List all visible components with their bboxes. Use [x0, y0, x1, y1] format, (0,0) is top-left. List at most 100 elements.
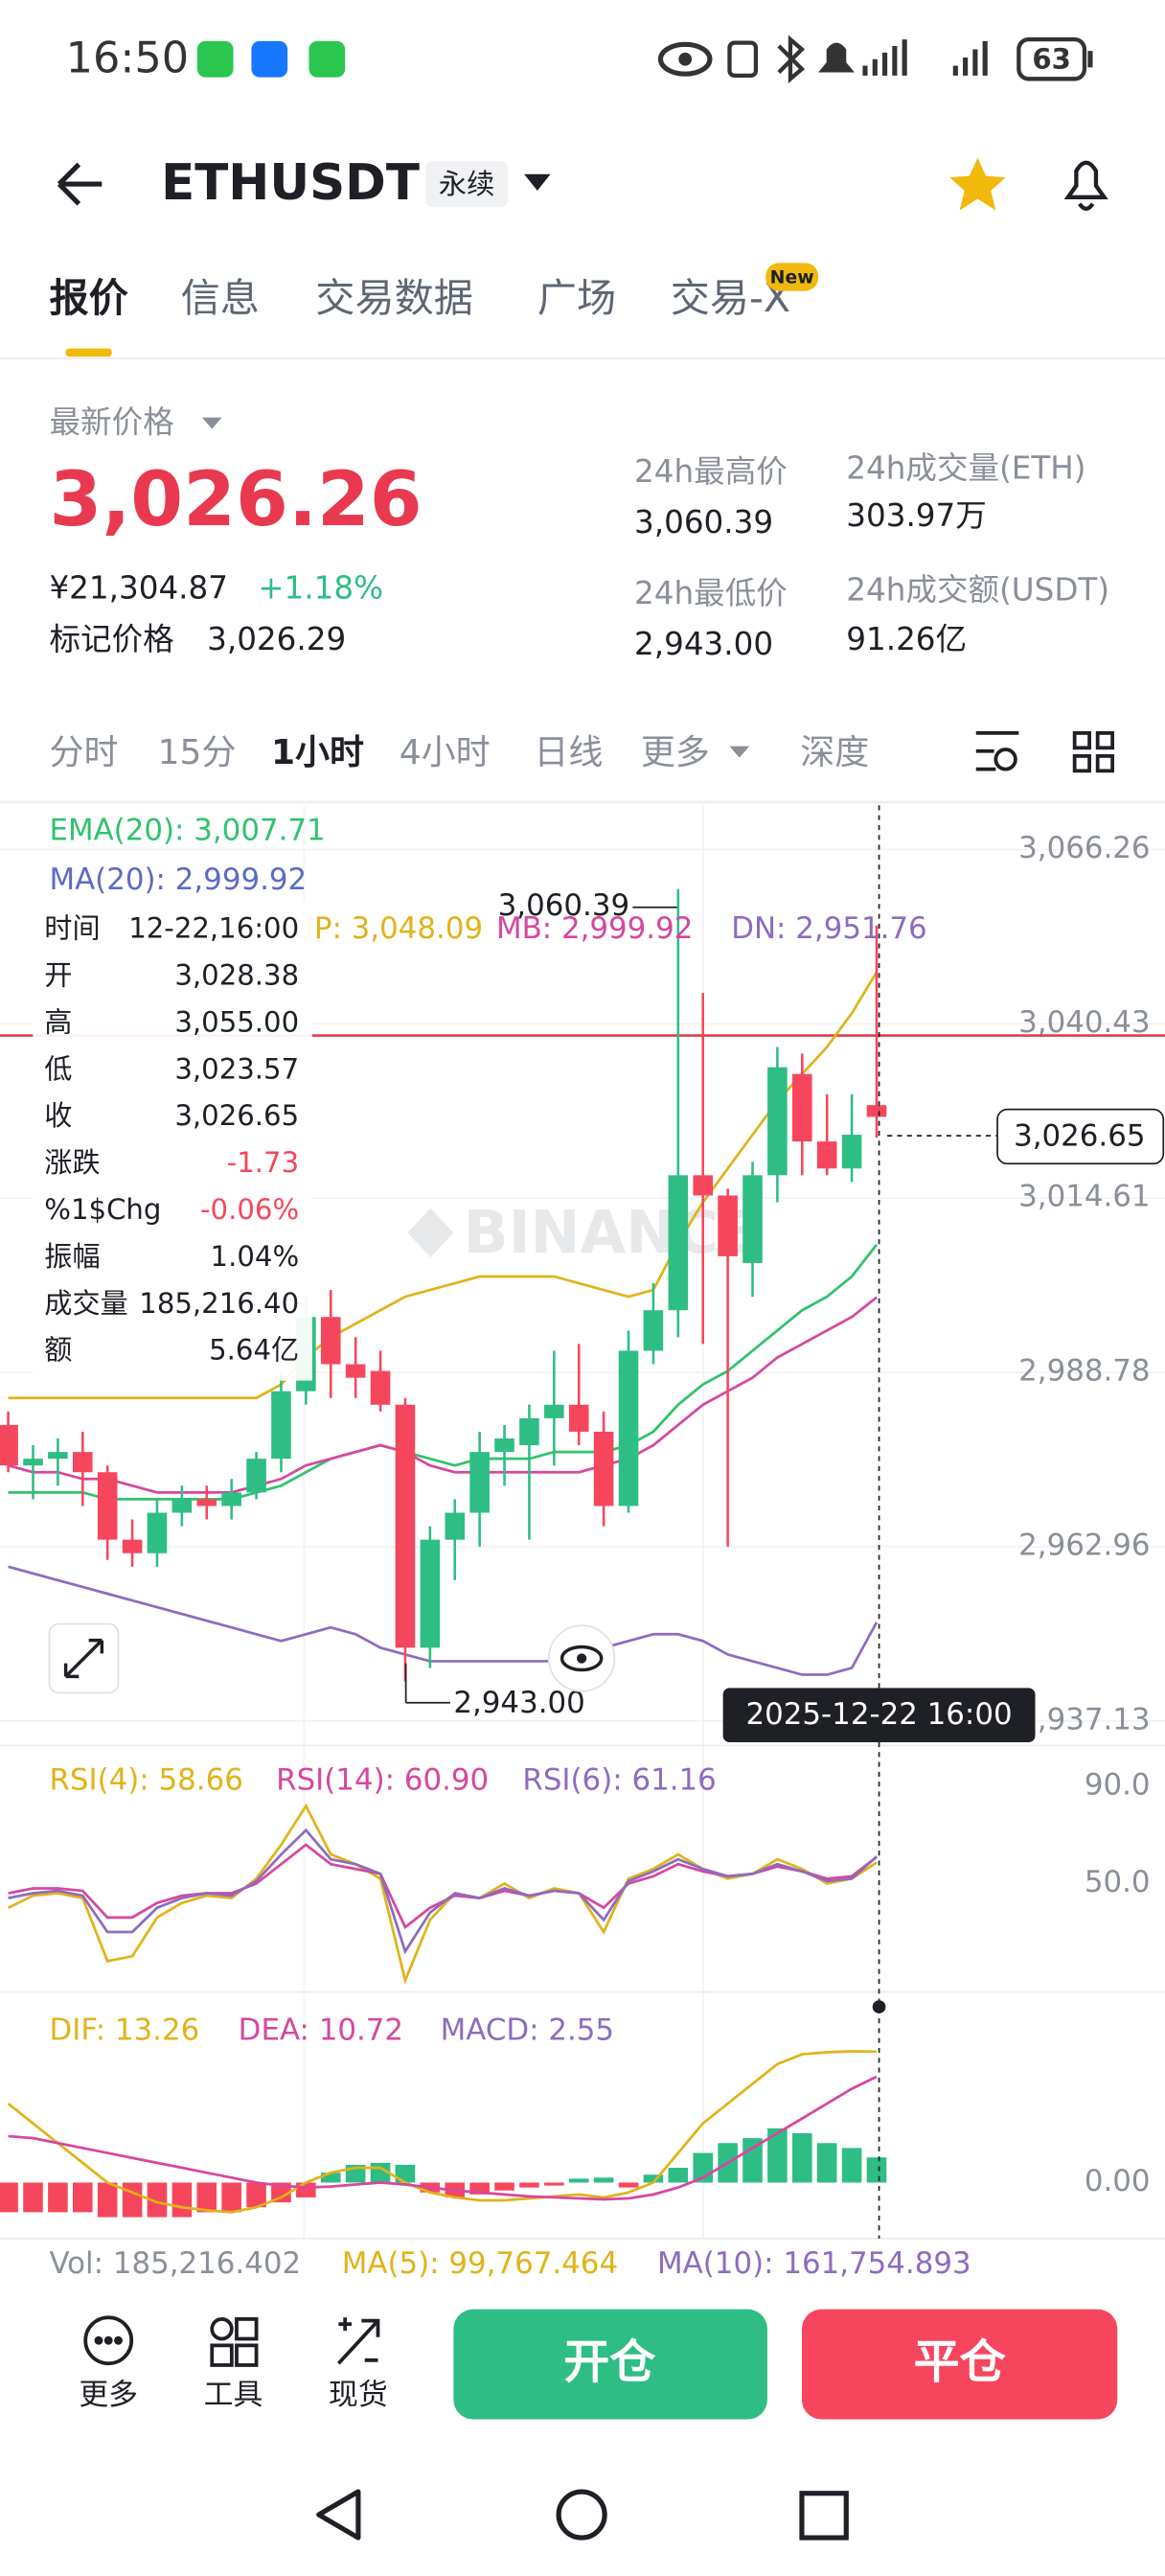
- interval[interactable]: 15分: [158, 733, 237, 772]
- y-tick-label: 3,014.61: [1018, 1180, 1150, 1214]
- nav-label[interactable]: 现货: [329, 2378, 388, 2412]
- volume-label: Vol: 185,216.402: [49, 2246, 301, 2281]
- interval[interactable]: 更多: [641, 733, 710, 772]
- indicator-line: [8, 1296, 878, 1494]
- y-tick-label: 0.00: [1085, 2164, 1151, 2198]
- tab[interactable]: 报价: [49, 275, 128, 321]
- stat-label: 24h成交量(ETH): [846, 450, 1085, 487]
- nav-icons: [83, 2315, 380, 2367]
- tooltip-value: -1.73: [227, 1146, 299, 1179]
- y-tick-label: 90.0: [1085, 1768, 1151, 1803]
- macd-bar: [866, 2157, 887, 2183]
- macd-bar: [72, 2182, 93, 2213]
- candle-body: [246, 1459, 266, 1493]
- y-tick-label: 2,937.13: [1018, 1702, 1150, 1736]
- stat-value: 3,060.39: [634, 504, 773, 540]
- macd-bar: [23, 2182, 43, 2213]
- tooltip-value: 3,055.00: [174, 1005, 299, 1038]
- favorite-star[interactable]: [949, 157, 1006, 211]
- candle-body: [72, 1452, 93, 1473]
- legend: UP: 3,048.09: [292, 911, 483, 946]
- candle-body: [544, 1404, 564, 1418]
- y-tick-label: 2,962.96: [1018, 1528, 1150, 1562]
- candle-body: [792, 1073, 812, 1142]
- candle-body: [196, 1499, 217, 1506]
- legend: RSI(4): 58.66: [49, 1763, 242, 1798]
- macd-bar: [122, 2182, 143, 2218]
- tooltip-label: 低: [44, 1052, 72, 1085]
- back-button[interactable]: [57, 162, 103, 206]
- candle-body: [767, 1067, 788, 1176]
- macd-bar: [568, 2178, 589, 2183]
- macd-bar: [519, 2182, 539, 2188]
- price-dropdown[interactable]: [201, 417, 222, 429]
- tooltip-label: 振幅: [44, 1240, 100, 1273]
- macd-bar: [816, 2143, 837, 2183]
- legend: DIF: 13.26: [49, 2012, 199, 2047]
- legend: MACD: 2.55: [441, 2012, 614, 2047]
- chart-settings[interactable]: [975, 731, 1019, 771]
- symbol-dropdown[interactable]: [524, 173, 551, 191]
- clock: 16:50: [66, 33, 189, 82]
- app-icon: [196, 40, 234, 78]
- tab[interactable]: 交易数据: [315, 275, 473, 321]
- status-icons: [657, 34, 1093, 83]
- close-button[interactable]: [801, 2309, 1118, 2420]
- stat-value: 91.26亿: [846, 621, 967, 657]
- high-label: 3,060.39: [498, 888, 629, 923]
- tooltip-value: 3,028.38: [174, 959, 299, 992]
- legend: RSI(14): 60.90: [276, 1763, 489, 1798]
- macd-bar: [97, 2182, 118, 2218]
- tooltip-value: -0.06%: [200, 1193, 299, 1226]
- tab[interactable]: 信息: [181, 275, 260, 321]
- app-icon: [308, 40, 346, 78]
- open-button[interactable]: [453, 2309, 767, 2420]
- interval[interactable]: 分时: [49, 733, 118, 772]
- indicator-line: [8, 1828, 878, 1955]
- candle-body: [445, 1512, 466, 1540]
- candle-body: [643, 1310, 664, 1351]
- price-tag: [996, 1108, 1165, 1165]
- time-tag-text: 2025-12-22 16:00: [746, 1697, 1013, 1732]
- close-button-text[interactable]: 平仓: [914, 2335, 1007, 2389]
- plot: 3,066.26 3,040.43 3,014.61 2,988.78 2,962.96…: [0, 813, 1165, 2218]
- interval[interactable]: 1小时: [271, 733, 364, 772]
- interval[interactable]: 4小时: [400, 733, 491, 772]
- time-tag: [722, 1688, 1036, 1742]
- legend: RSI(6): 61.16: [522, 1763, 716, 1798]
- bell[interactable]: [1063, 160, 1108, 211]
- more-dropdown[interactable]: [729, 746, 750, 758]
- macd-bar: [494, 2182, 514, 2191]
- macd-bar: [767, 2128, 788, 2183]
- nav-label[interactable]: 更多: [79, 2378, 138, 2412]
- mark-price: 3,026.29: [207, 621, 346, 657]
- tooltip-label: 涨跌: [44, 1146, 100, 1179]
- legend: DEA: 10.72: [239, 2012, 403, 2047]
- system-nav[interactable]: [316, 2489, 849, 2541]
- interval[interactable]: 日线: [534, 733, 603, 772]
- indicator-line: [7, 2050, 878, 2214]
- open-button-text[interactable]: 开仓: [563, 2335, 656, 2389]
- symbol[interactable]: ETHUSDT: [161, 154, 420, 212]
- candle-body: [841, 1135, 862, 1169]
- candle-body: [593, 1431, 614, 1506]
- tab[interactable]: 广场: [537, 275, 616, 321]
- macd-bar: [221, 2182, 241, 2213]
- app-icon: [251, 40, 288, 78]
- nav-label[interactable]: 工具: [204, 2378, 263, 2412]
- eye-icon: [560, 1644, 604, 1672]
- price-tag-text: 3,026.65: [1014, 1118, 1145, 1153]
- y-tick-label: 2,988.78: [1018, 1354, 1150, 1389]
- price-label: 最新价格: [49, 403, 173, 440]
- stat-value: 303.97万: [846, 497, 987, 534]
- candle-body: [171, 1499, 193, 1513]
- layout-toggle[interactable]: [1072, 731, 1114, 773]
- candle-body: [320, 1317, 341, 1365]
- indicator-line: [7, 1803, 878, 1986]
- interval[interactable]: 深度: [800, 733, 869, 772]
- candle-body: [420, 1539, 441, 1648]
- tooltip-value: 5.64亿: [209, 1334, 299, 1367]
- macd-bar: [246, 2182, 266, 2208]
